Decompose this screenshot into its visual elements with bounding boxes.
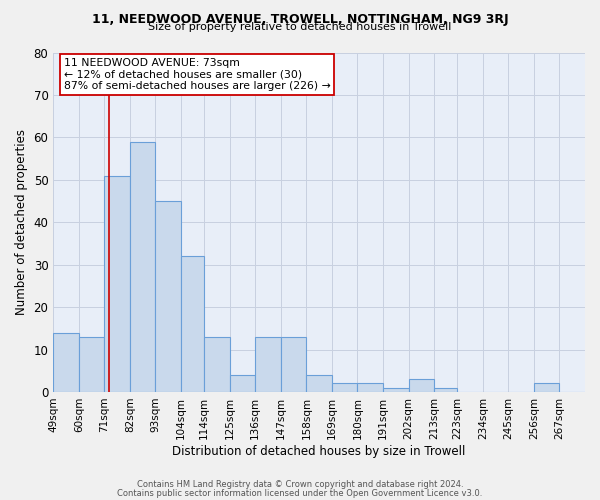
Text: Contains HM Land Registry data © Crown copyright and database right 2024.: Contains HM Land Registry data © Crown c…: [137, 480, 463, 489]
Bar: [383, 388, 409, 392]
Bar: [332, 384, 358, 392]
Bar: [155, 201, 181, 392]
X-axis label: Distribution of detached houses by size in Trowell: Distribution of detached houses by size …: [172, 444, 466, 458]
Y-axis label: Number of detached properties: Number of detached properties: [15, 129, 28, 315]
Text: Size of property relative to detached houses in Trowell: Size of property relative to detached ho…: [148, 22, 452, 32]
Bar: [230, 375, 255, 392]
Bar: [281, 337, 307, 392]
Bar: [358, 384, 383, 392]
Bar: [181, 256, 204, 392]
Bar: [204, 337, 230, 392]
Bar: [534, 384, 559, 392]
Bar: [130, 142, 155, 392]
Text: 11, NEEDWOOD AVENUE, TROWELL, NOTTINGHAM, NG9 3RJ: 11, NEEDWOOD AVENUE, TROWELL, NOTTINGHAM…: [92, 12, 508, 26]
Bar: [104, 176, 130, 392]
Bar: [255, 337, 281, 392]
Text: Contains public sector information licensed under the Open Government Licence v3: Contains public sector information licen…: [118, 488, 482, 498]
Bar: [434, 388, 457, 392]
Bar: [53, 332, 79, 392]
Bar: [307, 375, 332, 392]
Bar: [409, 379, 434, 392]
Bar: [79, 337, 104, 392]
Text: 11 NEEDWOOD AVENUE: 73sqm
← 12% of detached houses are smaller (30)
87% of semi-: 11 NEEDWOOD AVENUE: 73sqm ← 12% of detac…: [64, 58, 331, 91]
